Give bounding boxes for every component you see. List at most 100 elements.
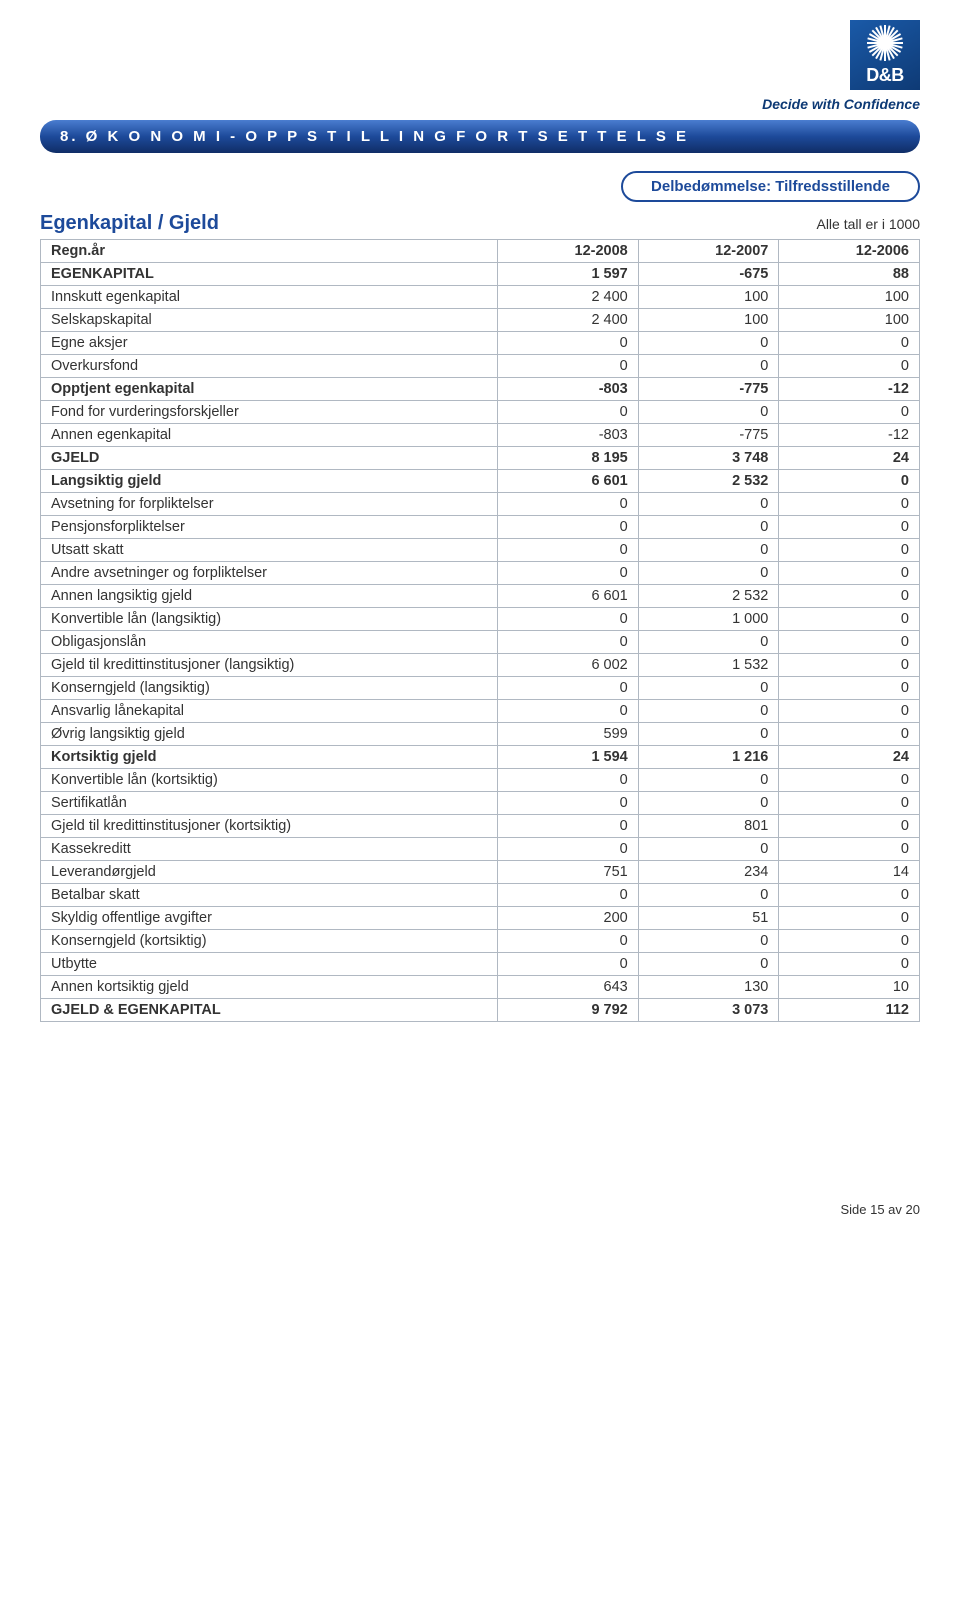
row-value: 0: [779, 907, 920, 930]
row-value: 0: [638, 769, 779, 792]
table-row: Skyldig offentlige avgifter200510: [41, 907, 920, 930]
row-value: 200: [498, 907, 639, 930]
row-label: Konvertible lån (langsiktig): [41, 608, 498, 631]
row-label: Annen kortsiktig gjeld: [41, 976, 498, 999]
row-value: 0: [498, 332, 639, 355]
row-value: 0: [498, 516, 639, 539]
table-row: Annen langsiktig gjeld6 6012 5320: [41, 585, 920, 608]
table-row: Kassekreditt000: [41, 838, 920, 861]
row-value: 88: [779, 263, 920, 286]
row-value: 24: [779, 447, 920, 470]
row-value: 0: [638, 355, 779, 378]
row-label: Leverandørgjeld: [41, 861, 498, 884]
table-row: EGENKAPITAL1 597-67588: [41, 263, 920, 286]
subtitle: Egenkapital / Gjeld: [40, 212, 219, 235]
row-label: Gjeld til kredittinstitusjoner (kortsikt…: [41, 815, 498, 838]
row-label: Konserngjeld (langsiktig): [41, 677, 498, 700]
row-label: Sertifikatlån: [41, 792, 498, 815]
sunburst-icon: [867, 25, 903, 61]
table-row: Annen egenkapital-803-775-12: [41, 424, 920, 447]
row-value: 112: [779, 999, 920, 1022]
row-value: 8 195: [498, 447, 639, 470]
table-row: Konvertible lån (kortsiktig)000: [41, 769, 920, 792]
row-value: 9 792: [498, 999, 639, 1022]
row-value: 234: [638, 861, 779, 884]
row-label: Avsetning for forpliktelser: [41, 493, 498, 516]
table-row: Utbytte000: [41, 953, 920, 976]
row-value: 1 597: [498, 263, 639, 286]
table-row: Fond for vurderingsforskjeller000: [41, 401, 920, 424]
row-label: Fond for vurderingsforskjeller: [41, 401, 498, 424]
row-value: 0: [498, 608, 639, 631]
row-value: 0: [779, 654, 920, 677]
row-value: 0: [638, 884, 779, 907]
row-value: 0: [779, 470, 920, 493]
table-row: Sertifikatlån000: [41, 792, 920, 815]
row-value: 0: [779, 631, 920, 654]
row-value: 801: [638, 815, 779, 838]
row-value: 2 400: [498, 286, 639, 309]
row-label: Betalbar skatt: [41, 884, 498, 907]
row-value: 100: [638, 309, 779, 332]
table-row: Opptjent egenkapital-803-775-12: [41, 378, 920, 401]
row-value: 0: [779, 700, 920, 723]
row-value: 0: [779, 677, 920, 700]
row-value: 0: [638, 539, 779, 562]
row-value: 0: [779, 332, 920, 355]
row-label: Konserngjeld (kortsiktig): [41, 930, 498, 953]
row-value: 2 400: [498, 309, 639, 332]
row-value: -803: [498, 378, 639, 401]
row-label: Obligasjonslån: [41, 631, 498, 654]
row-value: 0: [498, 493, 639, 516]
table-row: Konvertible lån (langsiktig)01 0000: [41, 608, 920, 631]
row-value: 14: [779, 861, 920, 884]
page-footer: Side 15 av 20: [40, 1202, 920, 1217]
table-row: Avsetning for forpliktelser000: [41, 493, 920, 516]
row-value: 0: [498, 631, 639, 654]
row-label: Kassekreditt: [41, 838, 498, 861]
row-value: 3 748: [638, 447, 779, 470]
table-row: Leverandørgjeld75123414: [41, 861, 920, 884]
row-value: 0: [779, 355, 920, 378]
row-label: Pensjonsforpliktelser: [41, 516, 498, 539]
table-row: Ansvarlig lånekapital000: [41, 700, 920, 723]
row-label: Annen langsiktig gjeld: [41, 585, 498, 608]
table-row: Pensjonsforpliktelser000: [41, 516, 920, 539]
row-label: Innskutt egenkapital: [41, 286, 498, 309]
row-value: 24: [779, 746, 920, 769]
table-row: Innskutt egenkapital2 400100100: [41, 286, 920, 309]
row-label: Annen egenkapital: [41, 424, 498, 447]
row-label: Andre avsetninger og forpliktelser: [41, 562, 498, 585]
rating-pill-wrap: Delbedømmelse: Tilfredsstillende: [40, 171, 920, 202]
row-value: 2 532: [638, 585, 779, 608]
table-row: Øvrig langsiktig gjeld59900: [41, 723, 920, 746]
row-label: Egne aksjer: [41, 332, 498, 355]
row-value: 0: [638, 700, 779, 723]
row-value: 1 000: [638, 608, 779, 631]
row-value: 0: [779, 401, 920, 424]
subtitle-row: Egenkapital / Gjeld Alle tall er i 1000: [40, 212, 920, 235]
row-value: 3 073: [638, 999, 779, 1022]
row-value: 1 532: [638, 654, 779, 677]
row-label: Skyldig offentlige avgifter: [41, 907, 498, 930]
row-value: 100: [779, 309, 920, 332]
table-header-row: Regn.år 12-2008 12-2007 12-2006: [41, 240, 920, 263]
row-value: 0: [638, 953, 779, 976]
table-row: Kortsiktig gjeld1 5941 21624: [41, 746, 920, 769]
table-row: Langsiktig gjeld6 6012 5320: [41, 470, 920, 493]
row-value: 0: [638, 332, 779, 355]
row-value: 0: [498, 539, 639, 562]
row-label: GJELD & EGENKAPITAL: [41, 999, 498, 1022]
row-value: 0: [779, 930, 920, 953]
row-value: 6 601: [498, 585, 639, 608]
row-value: 0: [779, 884, 920, 907]
row-value: -12: [779, 378, 920, 401]
row-value: -775: [638, 378, 779, 401]
row-value: 6 601: [498, 470, 639, 493]
table-row: GJELD8 1953 74824: [41, 447, 920, 470]
row-value: 0: [498, 815, 639, 838]
row-value: 51: [638, 907, 779, 930]
row-value: 0: [638, 516, 779, 539]
row-value: 0: [638, 493, 779, 516]
table-row: GJELD & EGENKAPITAL9 7923 073112: [41, 999, 920, 1022]
